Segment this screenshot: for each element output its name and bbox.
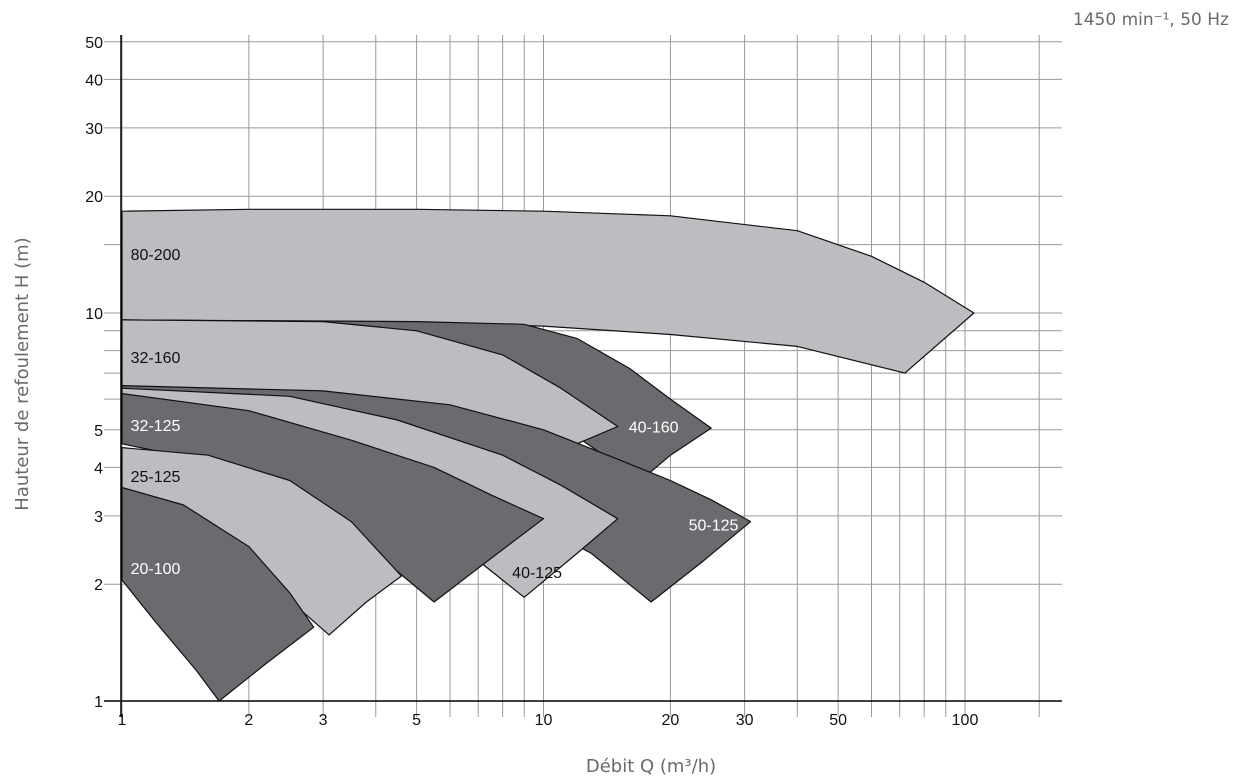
- pump-regions: [121, 208, 975, 702]
- region-label-40-125: 40-125: [512, 565, 562, 582]
- x-tick-label: 30: [736, 712, 754, 729]
- y-tick-label: 50: [85, 35, 103, 52]
- y-axis-title: Hauteur de refoulement H (m): [12, 237, 33, 510]
- region-label-80-200: 80-200: [131, 247, 181, 264]
- region-label-25-125: 25-125: [131, 469, 181, 486]
- x-tick-label: 100: [952, 712, 979, 729]
- y-tick-label: 10: [85, 306, 103, 323]
- x-tick-label: 2: [244, 712, 253, 729]
- x-axis-title: Débit Q (m³/h): [586, 756, 716, 777]
- y-tick-label: 4: [94, 460, 103, 477]
- tick-labels: 1 2 3 5 10 20 30 50 100 1 2 3 4 5 10 20 30 40 50: [85, 35, 978, 729]
- region-label-40-160: 40-160: [629, 419, 679, 436]
- region-label-32-125: 32-125: [131, 418, 181, 435]
- x-tick-label: 50: [829, 712, 847, 729]
- y-tick-label: 30: [85, 121, 103, 138]
- chart-subtitle: 1450 min⁻¹, 50 Hz: [1073, 10, 1229, 30]
- y-tick-label: 1: [94, 694, 103, 711]
- y-tick-label: 40: [85, 72, 103, 89]
- x-tick-label: 3: [319, 712, 328, 729]
- axes: [104, 35, 1062, 717]
- region-label-50-125: 50-125: [689, 518, 739, 535]
- y-tick-label: 20: [85, 189, 103, 206]
- region-20-100: [121, 486, 315, 702]
- y-tick-label: 2: [94, 577, 103, 594]
- x-tick-label: 1: [118, 712, 127, 729]
- x-tick-label: 10: [535, 712, 553, 729]
- region-label-32-160: 32-160: [131, 350, 181, 367]
- y-tick-label: 5: [94, 423, 103, 440]
- x-tick-label: 20: [661, 712, 679, 729]
- x-tick-label: 5: [412, 712, 421, 729]
- region-label-20-100: 20-100: [131, 561, 181, 578]
- region-labels: 80-200 40-160 32-160 50-125 40-125 32-125 25-1…: [131, 247, 739, 582]
- y-tick-label: 3: [94, 509, 103, 526]
